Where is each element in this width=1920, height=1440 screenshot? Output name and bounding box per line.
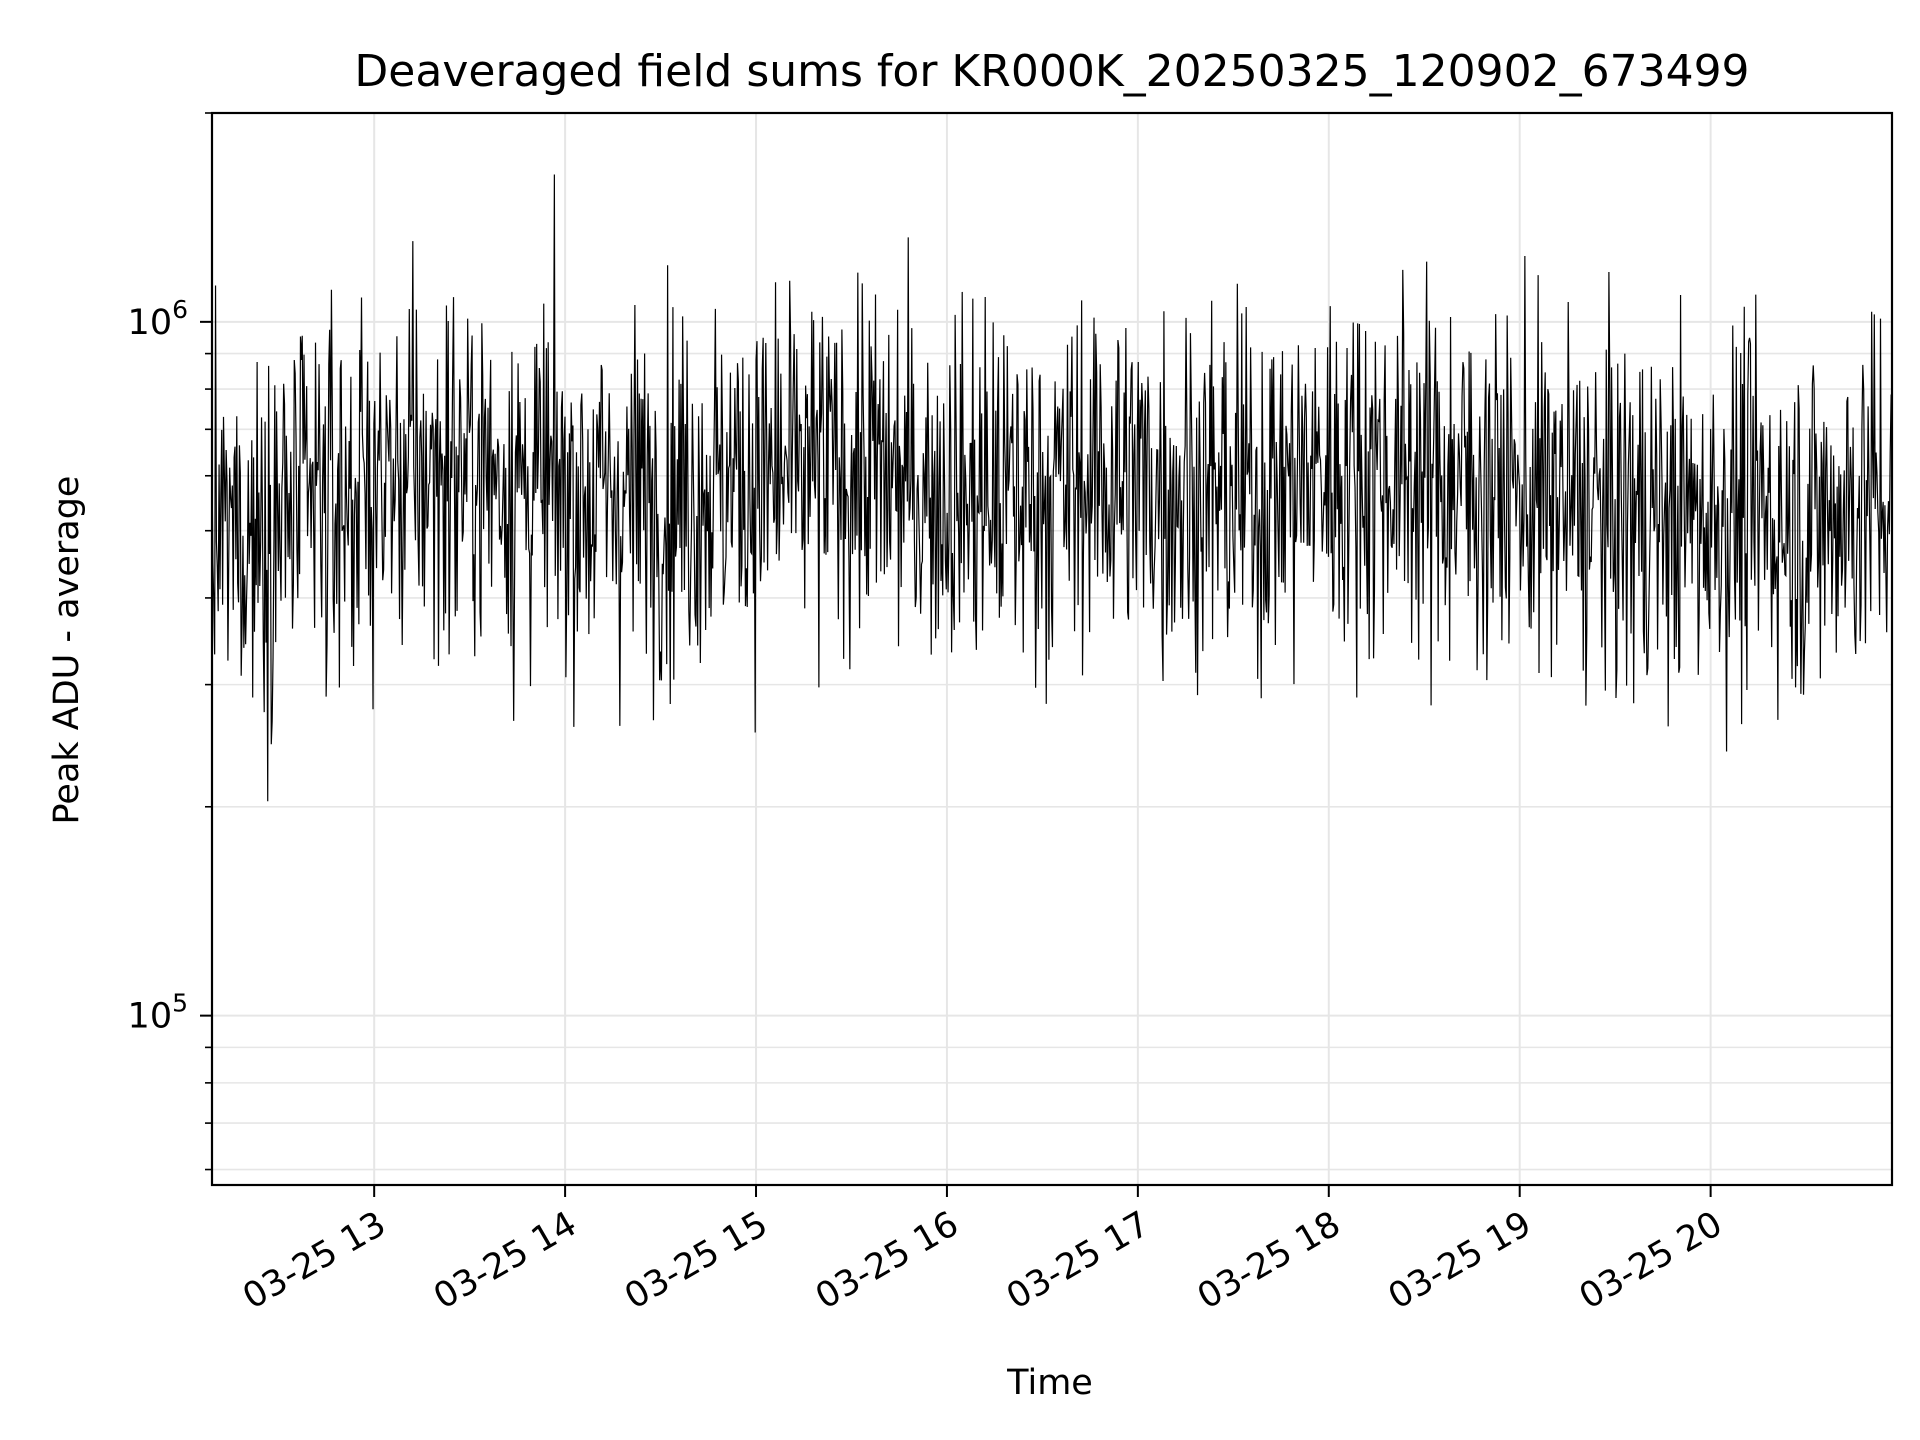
series-line: [211, 174, 1893, 802]
x-tick-label: 03-25 16: [809, 1204, 965, 1317]
y-axis-label: Peak ADU - average: [47, 476, 87, 825]
y-axis: 105 106: [128, 112, 212, 1171]
x-tick-label: 03-25 13: [236, 1204, 392, 1317]
chart-title: Deaveraged field sums for KR000K_2025032…: [354, 46, 1749, 97]
y-tick-label: 106: [128, 295, 188, 343]
x-tick-label: 03-25 20: [1573, 1204, 1729, 1317]
grid-lines: [212, 112, 1892, 1185]
x-axis-label: Time: [1006, 1363, 1093, 1403]
series-line-group: [211, 174, 1893, 802]
y-tick-label: 105: [128, 989, 188, 1037]
x-tick-label: 03-25 19: [1382, 1204, 1538, 1317]
x-tick-label: 03-25 14: [427, 1204, 583, 1317]
x-axis: 03-25 13 03-25 14 03-25 15 03-25 16 03-25 17…: [236, 1185, 1729, 1317]
x-tick-label: 03-25 18: [1191, 1204, 1347, 1317]
plot-frame: [210, 111, 1894, 1187]
x-tick-label: 03-25 17: [1000, 1204, 1156, 1317]
x-tick-label: 03-25 15: [618, 1204, 774, 1317]
